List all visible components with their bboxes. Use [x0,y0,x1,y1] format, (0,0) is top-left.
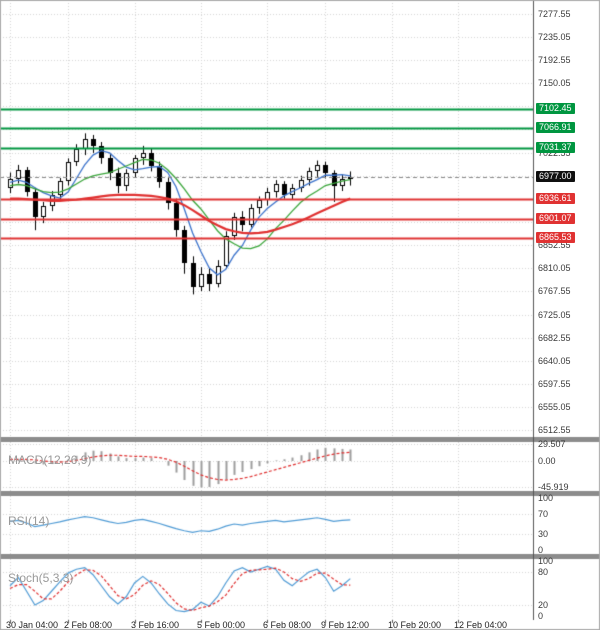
stoch-tick-label: 20 [538,600,549,610]
price-tick-label: 6597.55 [538,379,571,389]
price-tick-label: 6682.55 [538,333,571,343]
stoch-tick-label: 80 [538,567,549,577]
price-tick-label: 6640.05 [538,356,571,366]
time-tick-label: 2 Feb 08:00 [64,620,113,630]
support-level-label: 6865.53 [536,232,575,243]
time-tick-label: 12 Feb 04:00 [454,620,508,630]
price-tick-label: 6810.05 [538,263,571,273]
price-tick-label: 7150.05 [538,78,571,88]
price-tick-label: 6852.55 [538,240,571,250]
price-tick-label: 7192.55 [538,55,571,65]
support-level-label: 6901.07 [536,213,575,224]
rsi-tick-label: 30 [538,529,549,539]
support-level-label: 6936.61 [536,193,575,204]
price-tick-label: 7277.55 [538,9,571,19]
resistance-level-label: 7066.91 [536,122,575,133]
stoch-tick-label: 0 [538,611,544,621]
macd-tick-label: -45.919 [538,482,569,492]
macd-panel-title: MACD(12,26,9) [8,453,92,467]
price-tick-label: 6767.55 [538,286,571,296]
rsi-panel-title: RSI(14) [8,514,50,528]
resistance-level-label: 7031.37 [536,142,575,153]
resistance-level-label: 7102.45 [536,103,575,114]
time-tick-label: 30 Jan 04:00 [6,620,59,630]
time-tick-label: 6 Feb 08:00 [263,620,312,630]
price-tick-label: 6512.55 [538,425,571,435]
macd-tick-label: 0.00 [538,456,556,466]
time-tick-label: 3 Feb 16:00 [131,620,180,630]
stoch-panel-title: Stoch(5,3,3) [8,571,74,585]
time-tick-label: 5 Feb 00:00 [197,620,246,630]
rsi-tick-label: 0 [538,545,544,555]
time-tick-label: 9 Feb 12:00 [321,620,370,630]
price-tick-label: 6725.05 [538,310,571,320]
time-tick-label: 10 Feb 20:00 [388,620,442,630]
current-price-label: 6977.00 [536,171,575,182]
rsi-tick-label: 70 [538,509,549,519]
rsi-tick-label: 100 [538,493,554,503]
price-tick-label: 7235.05 [538,32,571,42]
price-tick-label: 6555.05 [538,402,571,412]
price-tick-label: 7022.55 [538,148,571,158]
macd-tick-label: 29.507 [538,439,566,449]
stoch-tick-label: 100 [538,556,554,566]
